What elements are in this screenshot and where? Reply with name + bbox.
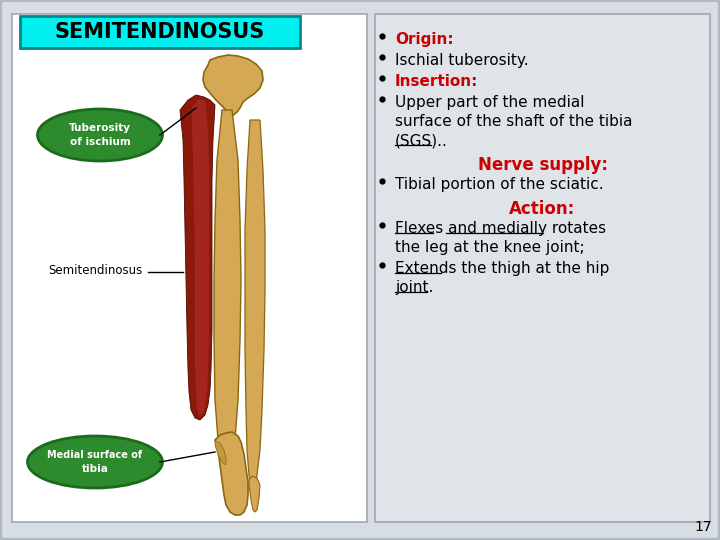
Ellipse shape <box>27 436 163 488</box>
Text: Tuberosity: Tuberosity <box>69 123 131 133</box>
Text: SEMITENDINOSUS: SEMITENDINOSUS <box>55 22 265 42</box>
Text: Insertion:: Insertion: <box>395 74 478 89</box>
Text: Origin:: Origin: <box>395 32 454 47</box>
Text: tibia: tibia <box>81 464 109 474</box>
Text: Semitendinosus: Semitendinosus <box>48 264 143 276</box>
Text: the leg at the knee joint;: the leg at the knee joint; <box>395 240 585 255</box>
Text: of ischium: of ischium <box>70 137 130 147</box>
Polygon shape <box>215 432 248 515</box>
Polygon shape <box>245 120 265 490</box>
Text: Flexes and medially rotates: Flexes and medially rotates <box>395 221 606 236</box>
Polygon shape <box>214 110 241 444</box>
Polygon shape <box>203 55 263 116</box>
Text: Upper part of the medial: Upper part of the medial <box>395 95 585 110</box>
Text: Nerve supply:: Nerve supply: <box>477 156 608 174</box>
FancyBboxPatch shape <box>375 14 710 522</box>
Ellipse shape <box>37 109 163 161</box>
Polygon shape <box>249 476 260 512</box>
Polygon shape <box>215 441 226 465</box>
Text: joint.: joint. <box>395 280 433 295</box>
Text: (SGS)..: (SGS).. <box>395 133 448 148</box>
FancyBboxPatch shape <box>20 16 300 48</box>
Text: Action:: Action: <box>509 200 575 218</box>
Polygon shape <box>180 95 215 420</box>
FancyBboxPatch shape <box>12 14 367 522</box>
Text: Medial surface of: Medial surface of <box>48 450 143 460</box>
Text: Ischial tuberosity.: Ischial tuberosity. <box>395 53 528 68</box>
Text: Extends the thigh at the hip: Extends the thigh at the hip <box>395 261 609 276</box>
Text: Tibial portion of the sciatic.: Tibial portion of the sciatic. <box>395 177 603 192</box>
Text: 17: 17 <box>694 520 712 534</box>
Polygon shape <box>192 100 209 416</box>
Text: surface of the shaft of the tibia: surface of the shaft of the tibia <box>395 114 632 129</box>
